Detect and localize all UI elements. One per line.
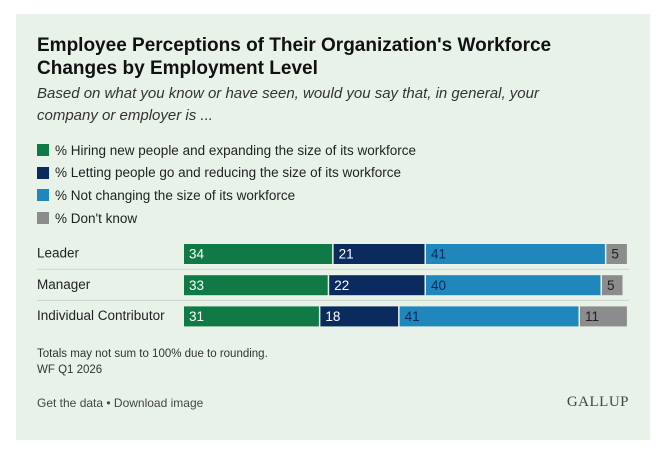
bar-segment xyxy=(426,244,605,264)
data-label: 11 xyxy=(585,309,599,324)
category-label: Leader xyxy=(37,246,80,261)
legend-item: % Not changing the size of its workforce xyxy=(37,184,416,207)
chart-subtitle: Based on what you know or have seen, wou… xyxy=(37,85,539,124)
legend-swatch xyxy=(37,144,49,157)
bar-segment xyxy=(602,275,623,296)
legend-item: % Letting people go and reducing the siz… xyxy=(37,162,416,185)
legend: % Hiring new people and expanding the si… xyxy=(37,139,416,229)
category-label: Manager xyxy=(37,277,91,292)
legend-label: % Not changing the size of its workforce xyxy=(55,187,296,203)
bar-segment xyxy=(580,306,627,327)
bar-segment xyxy=(184,275,328,296)
bar-segment xyxy=(333,244,425,264)
data-label: 33 xyxy=(189,278,204,293)
bar-segment xyxy=(320,306,399,327)
note: Totals may not sum to 100% due to roundi… xyxy=(37,348,268,360)
data-label: 31 xyxy=(189,309,204,324)
category-label: Individual Contributor xyxy=(37,308,165,323)
legend-label: % Don't know xyxy=(55,210,138,226)
data-label: 41 xyxy=(405,309,420,324)
data-label: 41 xyxy=(431,247,446,262)
legend-label: % Hiring new people and expanding the si… xyxy=(55,142,416,158)
bar-segment xyxy=(184,306,319,327)
data-label: 18 xyxy=(325,309,340,324)
notes: Totals may not sum to 100% due to roundi… xyxy=(37,346,268,378)
panel xyxy=(16,14,650,440)
data-label: 5 xyxy=(611,247,619,262)
note: WF Q1 2026 xyxy=(37,364,103,376)
bar-segment xyxy=(426,275,601,296)
footer-links[interactable]: Get the data • Download image xyxy=(37,396,204,410)
legend-item: % Don't know xyxy=(37,207,416,230)
bar-segment xyxy=(329,275,425,296)
data-label: 22 xyxy=(334,278,349,293)
data-label: 40 xyxy=(431,278,446,293)
data-label: 34 xyxy=(189,247,205,262)
legend-swatch xyxy=(37,189,49,202)
bar-segment xyxy=(606,244,627,264)
chart: Leader 34 21 41 5 Manager 33 22 40 5 Individual Co… xyxy=(37,244,629,327)
data-label: 21 xyxy=(339,247,354,262)
legend-swatch xyxy=(37,166,49,179)
data-label: 5 xyxy=(607,278,615,293)
brand-logo: GALLUP xyxy=(566,394,629,410)
chart-title: Employee Perceptions of Their Organizati… xyxy=(37,35,552,79)
bar-segment xyxy=(399,306,579,327)
legend-swatch xyxy=(37,212,49,225)
legend-item: % Hiring new people and expanding the si… xyxy=(37,139,416,162)
legend-label: % Letting people go and reducing the siz… xyxy=(55,165,401,181)
bar-segment xyxy=(184,244,333,264)
